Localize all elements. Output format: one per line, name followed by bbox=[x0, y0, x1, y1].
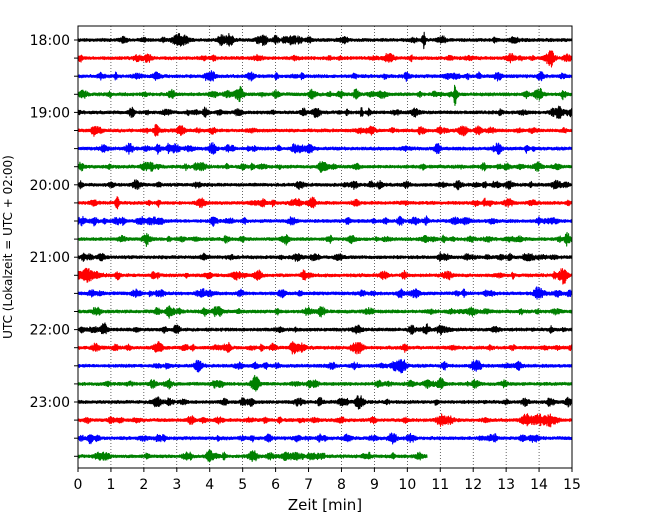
x-tick-label: 8 bbox=[337, 477, 346, 493]
x-tick-label: 4 bbox=[205, 477, 214, 493]
trace-1800 bbox=[77, 31, 573, 50]
trace-2315 bbox=[77, 413, 573, 428]
y-tick-label: 20:00 bbox=[30, 178, 70, 194]
x-tick-label: 11 bbox=[431, 477, 449, 493]
trace-1830 bbox=[77, 70, 573, 82]
traces bbox=[77, 31, 573, 463]
x-tick-label: 7 bbox=[304, 477, 313, 493]
x-tick-label: 13 bbox=[497, 477, 515, 493]
plot-frame bbox=[77, 25, 573, 469]
x-tick-label: 1 bbox=[106, 477, 115, 493]
trace-1900 bbox=[77, 105, 573, 119]
x-tick-label: 0 bbox=[74, 477, 83, 493]
x-tick-label: 5 bbox=[238, 477, 247, 493]
trace-2015 bbox=[77, 196, 573, 210]
x-tick-label: 9 bbox=[370, 477, 379, 493]
trace-2145 bbox=[77, 305, 573, 319]
y-tick-label: 22:00 bbox=[30, 323, 70, 339]
y-tick-label: 19:00 bbox=[30, 105, 70, 121]
x-tick-label: 2 bbox=[139, 477, 148, 493]
x-axis-label: Zeit [min] bbox=[288, 496, 362, 514]
x-axis: 0 1 2 3 4 5 6 7 8 9 10 11 12 13 14 15 bbox=[74, 468, 581, 493]
trace-2115 bbox=[77, 267, 573, 285]
trace-1915 bbox=[77, 123, 573, 137]
y-axis: 18:00 19:00 20:00 21:00 22:00 23:00 bbox=[30, 33, 78, 457]
x-tick-label: 3 bbox=[172, 477, 181, 493]
trace-2300 bbox=[77, 395, 573, 410]
trace-2130 bbox=[77, 286, 573, 300]
trace-1815 bbox=[77, 50, 573, 68]
trace-2230 bbox=[77, 359, 573, 374]
trace-1930 bbox=[77, 142, 573, 156]
trace-2030 bbox=[77, 215, 573, 227]
y-tick-label: 21:00 bbox=[30, 250, 70, 266]
y-tick-label: 23:00 bbox=[30, 395, 70, 411]
trace-2100 bbox=[77, 251, 573, 262]
x-tick-label: 14 bbox=[530, 477, 548, 493]
x-tick-label: 6 bbox=[271, 477, 280, 493]
trace-2330 bbox=[77, 432, 573, 445]
trace-1845 bbox=[77, 84, 573, 107]
trace-2045 bbox=[77, 231, 573, 247]
y-axis-label: UTC (Lokalzeit = UTC + 02:00) bbox=[1, 155, 15, 339]
trace-2245 bbox=[77, 374, 573, 392]
x-tick-label: 12 bbox=[464, 477, 482, 493]
trace-2215 bbox=[77, 341, 573, 355]
x-tick-label: 15 bbox=[563, 477, 581, 493]
x-tick-label: 10 bbox=[398, 477, 416, 493]
trace-2200 bbox=[77, 322, 573, 336]
y-tick-label: 18:00 bbox=[30, 33, 70, 49]
trace-1945 bbox=[77, 161, 573, 173]
trace-2345 bbox=[77, 449, 428, 463]
trace-2000 bbox=[77, 179, 573, 191]
